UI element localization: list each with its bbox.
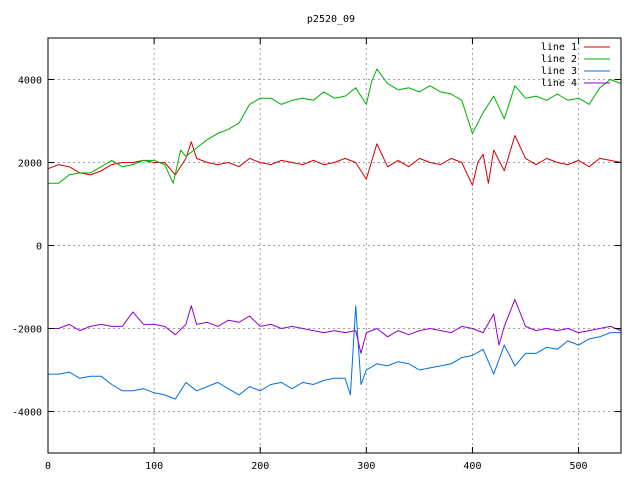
legend-label: line 3 — [541, 66, 577, 77]
series-line-1 — [47, 135, 622, 186]
x-tick-label: 200 — [251, 461, 269, 472]
y-tick-label: 0 — [36, 242, 42, 253]
legend-label: line 4 — [541, 78, 577, 89]
legend-label: line 1 — [541, 42, 577, 53]
x-tick-label: 0 — [45, 461, 51, 472]
y-tick-label: -4000 — [12, 408, 42, 419]
y-tick-label: 4000 — [18, 76, 42, 87]
x-tick-label: 300 — [357, 461, 375, 472]
series-line-4 — [48, 298, 622, 354]
legend-label: line 2 — [541, 54, 577, 65]
series-group — [47, 68, 622, 400]
x-tick-label: 400 — [463, 461, 481, 472]
chart-title: p2520_09 — [307, 14, 355, 25]
series-line-2 — [48, 68, 622, 184]
x-tick-label: 100 — [145, 461, 163, 472]
y-tick-label: -2000 — [12, 325, 42, 336]
series-line-3 — [48, 305, 621, 400]
y-tick-label: 2000 — [18, 159, 42, 170]
x-tick-label: 500 — [570, 461, 588, 472]
axis-ticks: 0 100 200 300 400 500 -4000 -2000 0 2000 4000 — [12, 38, 621, 472]
